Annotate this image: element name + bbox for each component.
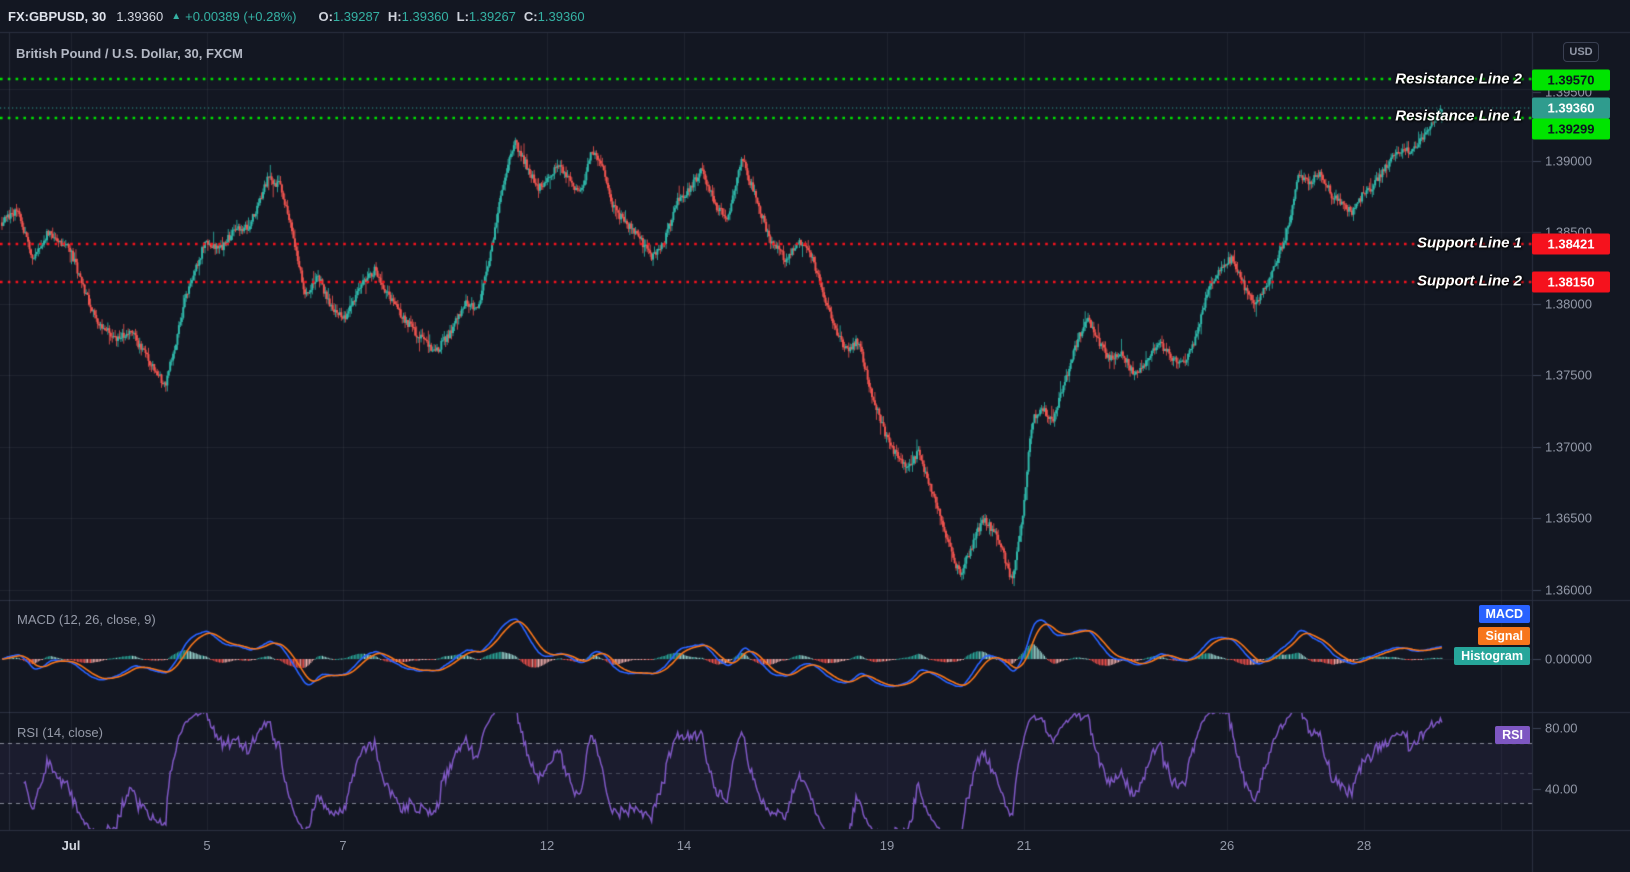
open-label: O: [318,8,333,24]
indicator-value-chip: Signal [1478,627,1530,645]
price-axis-tick: 1.37000 [1545,439,1592,455]
price-level-chip: 1.38421 [1532,233,1610,255]
time-axis-tick: 19 [879,838,895,853]
trendline-label[interactable]: Support Line 1 [1417,234,1522,252]
time-axis-tick: 26 [1219,838,1235,853]
price-axis-tick: 1.36000 [1545,582,1592,598]
indicator-value-chip: Histogram [1454,647,1530,665]
last-price-value: 1.39360 [116,8,164,24]
indicator-value-chip: RSI [1495,726,1530,744]
time-axis-tick: Jul [61,838,81,853]
price-axis-tick: 0.00000 [1545,651,1592,667]
time-axis-tick: 12 [539,838,555,853]
price-level-chip: 1.38150 [1532,271,1610,293]
currency-unit-button[interactable]: USD [1563,42,1599,62]
price-axis-tick: 80.00 [1545,720,1578,736]
price-level-chip: 1.39570 [1532,69,1610,91]
close-value: 1.39360 [537,8,585,24]
high-value: 1.39360 [401,8,449,24]
time-axis-tick: 28 [1356,838,1372,853]
low-label: L: [456,8,469,24]
close-label: C: [523,8,538,24]
time-axis-tick: 5 [203,838,211,853]
trendline-label[interactable]: Resistance Line 1 [1395,107,1522,125]
trendline-label[interactable]: Support Line 2 [1417,272,1522,290]
trendline-label[interactable]: Resistance Line 2 [1395,70,1522,88]
symbol-title[interactable]: FX:GBPUSD, 30 [8,8,107,24]
price-axis-tick: 1.36500 [1545,510,1592,526]
macd-pane-title[interactable]: MACD (12, 26, close, 9) [17,612,156,627]
low-value: 1.39267 [468,8,516,24]
symbol-info-bar: FX:GBPUSD, 30 1.39360 ▲ +0.00389 (+0.28%… [8,0,585,32]
price-axis-tick: 1.37500 [1545,367,1592,383]
price-axis-tick: 40.00 [1545,781,1578,797]
price-up-arrow-icon: ▲ [171,10,182,22]
price-axis-tick: 1.39000 [1545,153,1592,169]
price-axis-tick: 1.38000 [1545,296,1592,312]
main-pane-title[interactable]: British Pound / U.S. Dollar, 30, FXCM [16,46,243,61]
time-axis-tick: 14 [676,838,692,853]
rsi-pane-title[interactable]: RSI (14, close) [17,725,103,740]
open-value: 1.39287 [332,8,380,24]
last-price-chip: 1.39360 [1532,97,1610,119]
price-level-chip: 1.39299 [1532,118,1610,140]
indicator-value-chip: MACD [1478,605,1530,623]
price-change-value: +0.00389 (+0.28%) [185,8,297,24]
time-axis-tick: 21 [1016,838,1032,853]
high-label: H: [387,8,402,24]
time-axis-tick: 7 [339,838,347,853]
